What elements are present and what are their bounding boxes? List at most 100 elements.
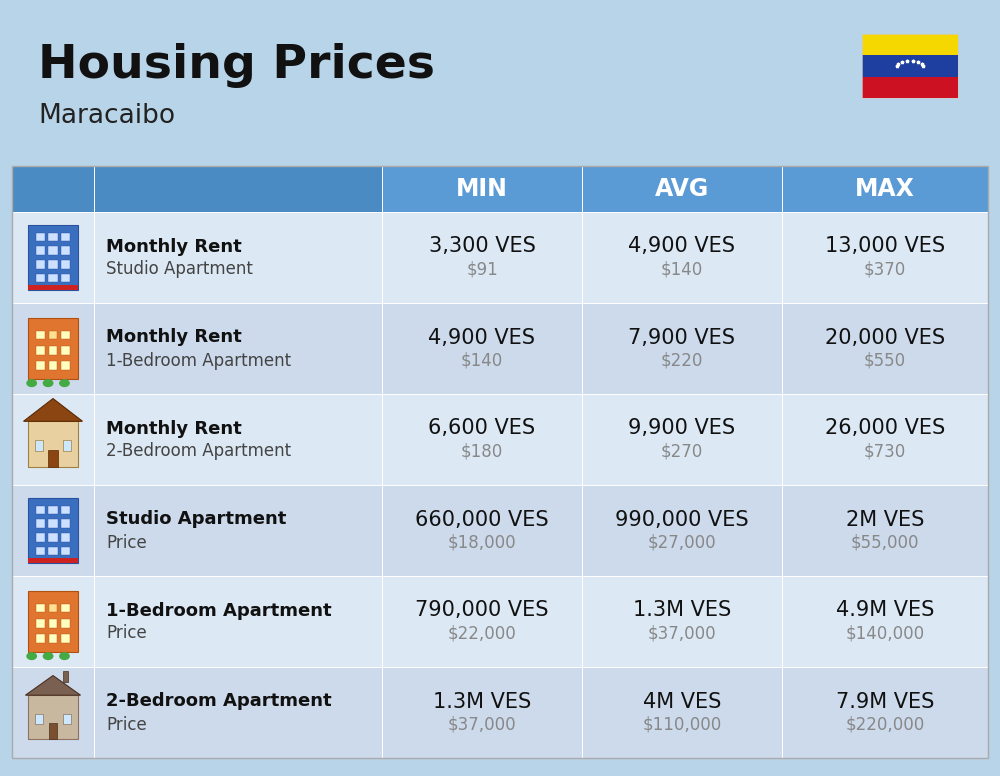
Bar — [36, 619, 45, 628]
Text: Monthly Rent: Monthly Rent — [106, 237, 242, 255]
Text: $180: $180 — [461, 442, 503, 460]
Bar — [48, 547, 58, 556]
Ellipse shape — [59, 652, 70, 660]
Bar — [63, 714, 71, 725]
Bar — [61, 533, 70, 542]
Text: Price: Price — [106, 534, 147, 552]
Bar — [48, 533, 58, 542]
Bar — [12, 394, 94, 485]
Bar — [36, 274, 45, 282]
Bar — [36, 331, 45, 339]
Bar — [862, 77, 958, 98]
Text: 2-Bedroom Apartment: 2-Bedroom Apartment — [106, 692, 332, 711]
Bar — [61, 635, 70, 643]
Text: 9,900 VES: 9,900 VES — [628, 418, 736, 438]
Bar — [49, 362, 57, 370]
Text: 990,000 VES: 990,000 VES — [615, 510, 749, 529]
Ellipse shape — [26, 652, 37, 660]
Bar — [61, 519, 70, 528]
Bar — [582, 576, 782, 667]
Bar — [36, 533, 45, 542]
Bar — [12, 576, 94, 667]
Text: $110,000: $110,000 — [642, 715, 722, 733]
Text: Price: Price — [106, 625, 147, 643]
Text: 7,900 VES: 7,900 VES — [629, 327, 736, 348]
Bar — [36, 362, 45, 370]
Bar — [48, 506, 58, 514]
Bar — [782, 212, 988, 303]
Text: 26,000 VES: 26,000 VES — [825, 418, 945, 438]
Bar — [28, 558, 78, 563]
Bar — [61, 246, 70, 255]
Bar — [49, 635, 57, 643]
Text: Housing Prices: Housing Prices — [38, 43, 435, 88]
Bar — [382, 212, 582, 303]
Bar — [382, 667, 582, 758]
Bar — [94, 394, 382, 485]
Bar — [48, 233, 58, 241]
Text: $55,000: $55,000 — [851, 534, 919, 552]
Bar — [94, 485, 382, 576]
Bar — [61, 619, 70, 628]
Bar — [782, 166, 988, 212]
Text: 2M VES: 2M VES — [846, 510, 924, 529]
Ellipse shape — [26, 379, 37, 387]
Bar — [49, 604, 57, 612]
Bar — [63, 671, 68, 682]
Bar — [36, 604, 45, 612]
Bar — [12, 667, 94, 758]
Bar — [862, 55, 958, 77]
Text: 4M VES: 4M VES — [643, 691, 721, 712]
Bar — [382, 166, 582, 212]
Bar — [49, 723, 57, 739]
Text: MAX: MAX — [855, 177, 915, 201]
Bar — [28, 591, 78, 653]
Bar — [782, 667, 988, 758]
Text: 4,900 VES: 4,900 VES — [629, 237, 736, 257]
Text: $550: $550 — [864, 352, 906, 369]
Text: 1.3M VES: 1.3M VES — [433, 691, 531, 712]
Text: 3,300 VES: 3,300 VES — [429, 237, 535, 257]
Bar — [12, 212, 94, 303]
Bar — [61, 346, 70, 355]
Text: $370: $370 — [864, 261, 906, 279]
Ellipse shape — [43, 379, 53, 387]
Text: $140: $140 — [461, 352, 503, 369]
Text: $220: $220 — [661, 352, 703, 369]
Bar — [382, 394, 582, 485]
Text: Maracaibo: Maracaibo — [38, 103, 175, 129]
Bar — [28, 695, 78, 739]
Text: Monthly Rent: Monthly Rent — [106, 328, 242, 347]
Bar — [36, 547, 45, 556]
Bar — [382, 485, 582, 576]
Bar — [61, 547, 70, 556]
Bar — [28, 421, 78, 467]
Bar — [36, 233, 45, 241]
Text: Monthly Rent: Monthly Rent — [106, 420, 242, 438]
Bar — [61, 331, 70, 339]
Bar — [36, 246, 45, 255]
Ellipse shape — [59, 379, 70, 387]
Text: 1-Bedroom Apartment: 1-Bedroom Apartment — [106, 601, 332, 619]
Bar — [782, 576, 988, 667]
Polygon shape — [24, 399, 82, 421]
Bar — [28, 225, 78, 290]
Bar — [49, 619, 57, 628]
Text: $730: $730 — [864, 442, 906, 460]
Bar — [862, 34, 958, 55]
Bar — [94, 576, 382, 667]
Bar — [49, 346, 57, 355]
Text: $37,000: $37,000 — [648, 625, 716, 643]
Text: $91: $91 — [466, 261, 498, 279]
Text: Price: Price — [106, 715, 147, 733]
Polygon shape — [25, 676, 81, 695]
Text: 4.9M VES: 4.9M VES — [836, 601, 934, 621]
Bar — [12, 166, 94, 212]
Bar — [35, 714, 43, 725]
Text: MIN: MIN — [456, 177, 508, 201]
Text: 7.9M VES: 7.9M VES — [836, 691, 934, 712]
Bar — [36, 346, 45, 355]
Bar — [36, 635, 45, 643]
Bar — [36, 506, 45, 514]
Text: 13,000 VES: 13,000 VES — [825, 237, 945, 257]
